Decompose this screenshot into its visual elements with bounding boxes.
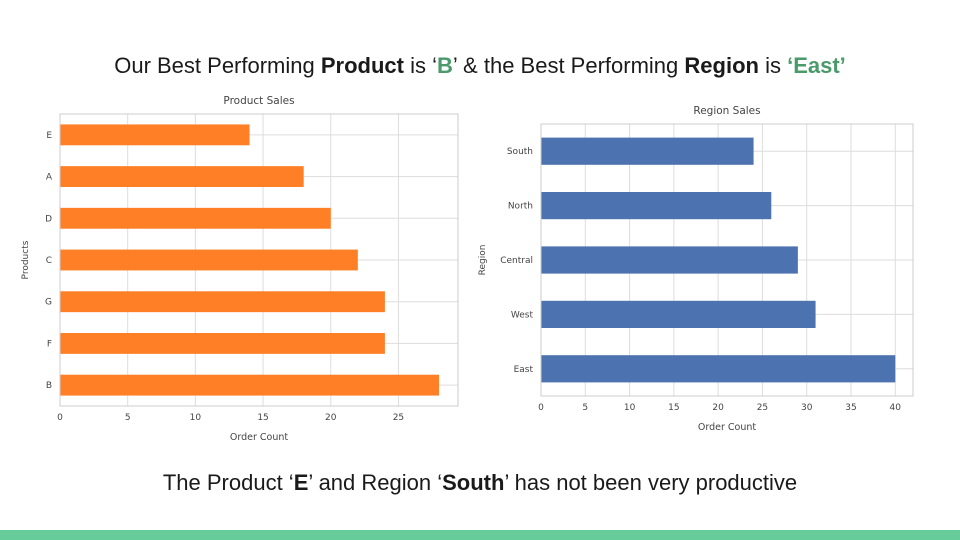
region-y-axis-label: Region xyxy=(478,245,488,276)
footline-text-1: The Product ‘ xyxy=(162,470,294,495)
product-chart-title: Product Sales xyxy=(223,95,294,107)
product-bar-a xyxy=(60,166,304,187)
region-x-tick-label: 20 xyxy=(712,403,724,413)
product-bar-g xyxy=(60,291,385,313)
product-bar-c xyxy=(60,249,358,271)
product-x-tick-label: 5 xyxy=(125,413,131,423)
region-y-tick-label: East xyxy=(514,365,534,375)
region-chart-title: Region Sales xyxy=(693,105,760,117)
product-bar-e xyxy=(60,124,250,146)
product-y-tick-label: C xyxy=(46,256,52,266)
region-plot-frame xyxy=(540,123,914,397)
product-y-tick-label: B xyxy=(46,381,52,391)
region-y-tick-label: West xyxy=(511,310,534,320)
region-bar-west xyxy=(541,300,816,328)
footline-worst-region: South xyxy=(442,470,505,495)
region-bar-south xyxy=(541,137,754,165)
region-x-tick-label: 15 xyxy=(668,403,679,413)
product-y-tick-label: D xyxy=(45,214,52,224)
region-x-axis-label: Order Count xyxy=(698,422,757,433)
region-bar-central xyxy=(541,246,798,274)
product-sales-svg: Product Sales 0 5 10 15 20 25 E A D C G F B Order Coun… xyxy=(21,95,459,443)
product-x-tick-label: 25 xyxy=(393,413,404,423)
headline-product-word: Product xyxy=(320,53,404,78)
bottom-accent-bar xyxy=(0,530,960,540)
headline-text-1: Our Best Performing xyxy=(114,53,321,78)
region-bar-east xyxy=(541,355,896,383)
product-y-tick-label: E xyxy=(46,131,52,141)
product-x-axis-label: Order Count xyxy=(230,432,289,443)
headline: Our Best Performing Product is ‘B’ & the… xyxy=(0,52,960,80)
region-x-tick-label: 40 xyxy=(890,403,902,413)
product-y-tick-label: F xyxy=(47,339,52,349)
headline-text-2: is ‘ xyxy=(403,53,437,78)
headline-region-word: Region xyxy=(684,53,759,78)
region-y-tick-label: Central xyxy=(500,256,533,266)
region-x-tick-label: 10 xyxy=(624,403,636,413)
product-x-tick-label: 20 xyxy=(325,413,337,423)
headline-best-region: ‘East’ xyxy=(787,53,846,78)
region-x-tick-label: 30 xyxy=(801,403,813,413)
product-x-tick-label: 15 xyxy=(257,413,268,423)
product-bar-b xyxy=(60,374,440,396)
headline-text-3: ’ & the Best Performing xyxy=(452,53,685,78)
product-bar-d xyxy=(60,207,331,229)
footline-text-3: ’ has not been very productive xyxy=(504,470,798,495)
footline-text-2: ’ and Region ‘ xyxy=(308,470,443,495)
region-x-tick-label: 35 xyxy=(845,403,856,413)
region-x-tick-label: 0 xyxy=(538,403,544,413)
region-x-tick-label: 5 xyxy=(582,403,588,413)
region-x-tick-label: 25 xyxy=(757,403,768,413)
product-y-axis-label: Products xyxy=(21,240,31,279)
region-y-tick-label: North xyxy=(508,202,533,212)
product-y-tick-label: A xyxy=(46,173,53,183)
product-x-tick-label: 10 xyxy=(190,413,202,423)
product-sales-chart: Product Sales 0 5 10 15 20 25 E A D C G F B Order Coun… xyxy=(14,88,474,453)
footline-worst-product: E xyxy=(293,470,309,495)
product-x-tick-label: 0 xyxy=(57,413,63,423)
headline-best-product: B xyxy=(436,53,453,78)
product-plot-frame xyxy=(59,113,459,407)
footline: The Product ‘E’ and Region ‘South’ has n… xyxy=(0,469,960,497)
product-bar-f xyxy=(60,333,385,354)
region-bar-north xyxy=(541,192,772,220)
region-sales-svg: Region Sales 0 5 10 15 20 25 30 35 40 South North Ce… xyxy=(478,105,914,433)
headline-text-4: is xyxy=(758,53,788,78)
product-y-tick-label: G xyxy=(45,298,52,308)
region-y-tick-label: South xyxy=(507,147,533,157)
region-sales-chart: Region Sales 0 5 10 15 20 25 30 35 40 South North Ce… xyxy=(470,98,930,443)
